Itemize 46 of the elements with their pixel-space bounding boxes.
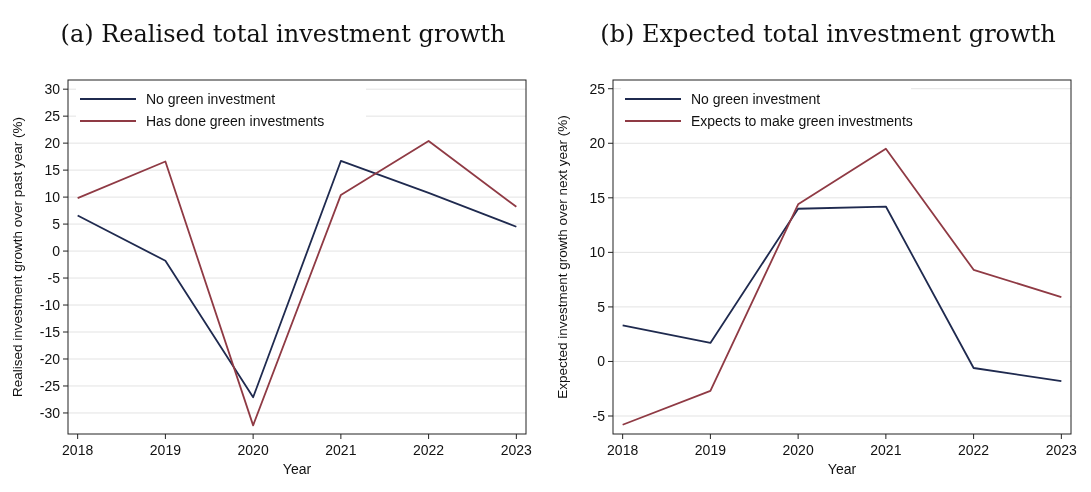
y-tick-label: 0 (597, 353, 606, 370)
x-tick-label: 2019 (149, 442, 182, 458)
legend-label: Expects to make green investments (691, 112, 913, 129)
chart-title: (b) Expected total investment growth (600, 20, 1056, 48)
x-tick-label: 2022 (413, 442, 445, 458)
x-tick-label: 2022 (958, 442, 990, 458)
y-tick-label: 10 (44, 189, 61, 205)
y-axis-title: Realised investment growth over past year (%) (10, 117, 25, 397)
y-tick-label: -5 (47, 269, 61, 286)
y-tick-label: 20 (589, 135, 606, 152)
x-tick-label: 2018 (62, 442, 94, 458)
x-axis-title: Year (827, 461, 857, 477)
y-tick-label: -5 (592, 407, 606, 424)
legend-label: No green investment (691, 90, 821, 107)
x-axis-title: Year (282, 461, 312, 477)
x-tick-label: 2023 (500, 442, 533, 458)
x-tick-label: 2021 (870, 442, 902, 458)
y-tick-label: 30 (44, 81, 61, 98)
y-tick-label: -25 (39, 377, 61, 394)
y-tick-label: 25 (589, 80, 606, 97)
x-tick-label: 2021 (325, 442, 357, 458)
chart-title: (a) Realised total investment growth (60, 20, 506, 48)
x-tick-label: 2020 (237, 442, 269, 458)
y-tick-label: -30 (39, 404, 61, 421)
y-axis-title: Expected investment growth over next year (%) (555, 115, 570, 399)
y-tick-label: -20 (39, 350, 61, 367)
y-tick-label: 15 (589, 189, 606, 206)
y-tick-label: 10 (589, 244, 606, 261)
x-tick-label: 2023 (1045, 442, 1078, 458)
x-tick-label: 2020 (782, 442, 814, 458)
y-tick-label: 20 (44, 135, 61, 152)
x-tick-label: 2019 (694, 442, 727, 458)
x-tick-label: 2018 (607, 442, 639, 458)
y-tick-label: 5 (597, 298, 606, 315)
line-series (76, 160, 518, 399)
y-tick-label: 5 (52, 215, 61, 232)
y-tick-label: 0 (52, 242, 61, 259)
line-series (76, 140, 518, 427)
legend-label: No green investment (146, 90, 276, 107)
y-tick-label: 25 (44, 108, 61, 125)
line-series (621, 147, 1063, 426)
legend-label: Has done green investments (146, 112, 325, 129)
y-tick-label: -10 (39, 296, 61, 313)
y-tick-label: -15 (39, 323, 61, 340)
line-series (621, 205, 1063, 382)
y-tick-label: 15 (44, 162, 61, 179)
